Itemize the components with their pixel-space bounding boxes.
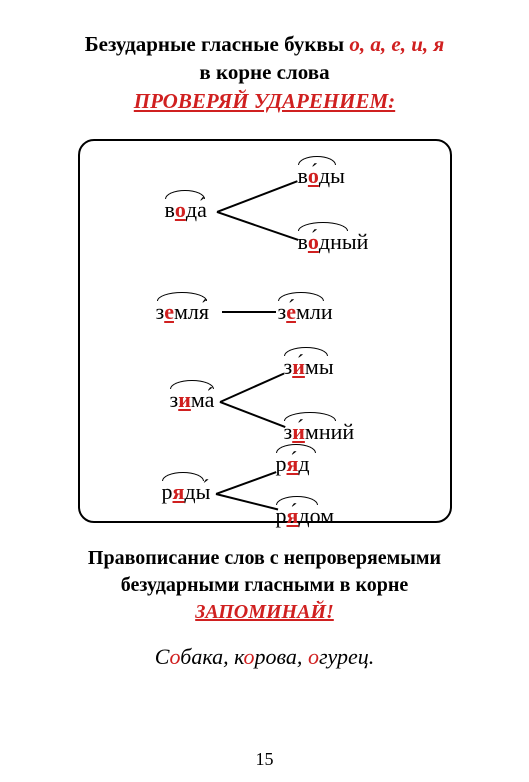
- title-line3: ПРОВЕРЯЙ УДАРЕНИЕМ:: [36, 87, 493, 115]
- footer: Правописание слов с непроверяемыми безуд…: [36, 545, 493, 626]
- word-voda: вода: [165, 197, 207, 223]
- connector-line: [215, 493, 277, 510]
- word-vody: воды: [298, 163, 345, 189]
- title-line1: Безударные гласные буквы о, а, е, и, я: [36, 30, 493, 58]
- word-zemlya: земля: [156, 299, 210, 325]
- word-vodnyj: водный: [298, 229, 369, 255]
- connector-line: [219, 401, 285, 427]
- word-zimnij: зимний: [284, 419, 355, 445]
- examples-box: вода воды водный земля земли зима зимы зимний ря…: [78, 139, 452, 523]
- word-zemli: земли: [278, 299, 333, 325]
- page-number: 15: [0, 749, 529, 770]
- footer-line2: безударными гласными в корне: [36, 572, 493, 599]
- title-line1-letters: о, а, е, и, я: [349, 32, 444, 56]
- title-line2: в корне слова: [36, 58, 493, 86]
- connector-line: [215, 471, 276, 494]
- connector-line: [216, 211, 298, 240]
- title: Безударные гласные буквы о, а, е, и, я в…: [36, 30, 493, 115]
- connector-line: [216, 180, 297, 212]
- connector-line: [222, 311, 276, 313]
- example-ogurec: огурец.: [308, 644, 374, 669]
- connector-line: [219, 373, 284, 403]
- footer-examples: Собака, корова, огурец.: [36, 644, 493, 670]
- title-line1-pre: Безударные гласные буквы: [85, 32, 350, 56]
- example-sobaka: Собака,: [155, 644, 234, 669]
- word-zimy: зимы: [284, 354, 334, 380]
- word-zima: зима: [170, 387, 215, 413]
- footer-line1: Правописание слов с непроверяемыми: [36, 545, 493, 572]
- word-ryad: ряд: [276, 451, 310, 477]
- word-ryadom: рядом: [276, 503, 335, 529]
- word-ryady: ряды: [162, 479, 211, 505]
- example-korova: корова,: [234, 644, 308, 669]
- footer-line3: ЗАПОМИНАЙ!: [36, 599, 493, 626]
